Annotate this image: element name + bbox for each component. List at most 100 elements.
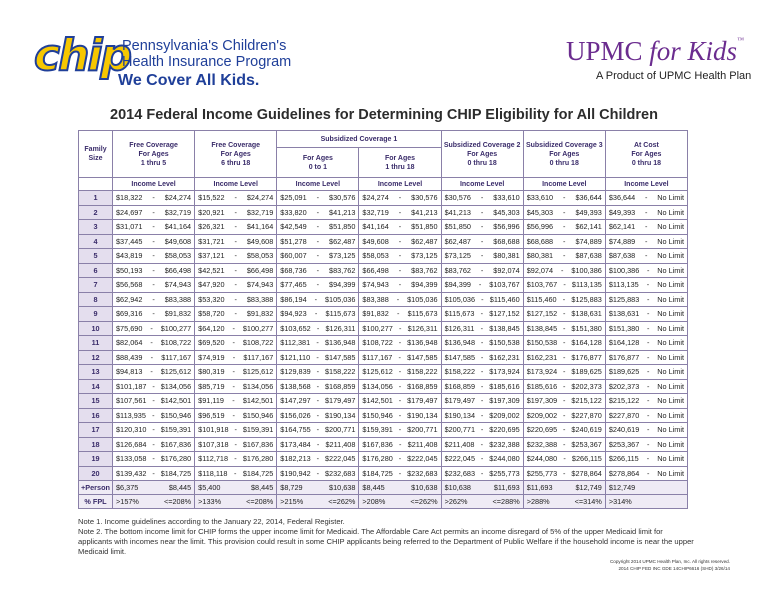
income-high: $142,501 [242, 396, 274, 406]
income-range: $6,375 $8,445 [114, 483, 194, 492]
income-cell: $94,399- $103,767 [440, 277, 524, 293]
separator: - [480, 251, 484, 261]
separator: - [480, 309, 484, 319]
separator: - [152, 265, 155, 275]
income-low: $62,942 [116, 294, 143, 304]
income-low: $66,498 [362, 265, 389, 275]
income-cell: $164,755- $200,771 [276, 422, 360, 438]
income-high: $227,870 [571, 410, 602, 420]
income-range: $73,125- $80,381 [442, 251, 522, 261]
income-cell: $49,608- $62,487 [358, 233, 442, 249]
income-cell: $176,280- $222,045 [358, 451, 442, 467]
income-range: $51,278- $62,487 [278, 236, 358, 246]
income-cell: $133,058- $176,280 [111, 451, 196, 467]
income-low: $18,322 [116, 193, 143, 203]
separator: - [480, 222, 484, 232]
income-cell: $47,920- $74,943 [194, 277, 278, 293]
income-range: $25,091- $30,576 [278, 193, 358, 203]
income-cell: $56,568- $74,943 [111, 277, 196, 293]
income-high: $30,576 [329, 193, 356, 203]
org-name: Pennsylvania's Children's Health Insuranc… [122, 38, 291, 70]
income-range: $151,380- No Limit [606, 323, 686, 333]
income-low: $101,918 [198, 425, 229, 435]
income-range: $82,064- $108,722 [114, 338, 194, 348]
income-cell: $69,520- $108,722 [194, 335, 278, 351]
income-cell: $129,839- $158,222 [276, 364, 360, 380]
separator: - [398, 338, 402, 348]
income-cell: $91,119- $142,501 [194, 393, 278, 409]
income-range: $37,121- $58,053 [196, 251, 276, 260]
income-level: Income Level [194, 177, 278, 191]
income-cell: $80,381- $87,638 [522, 248, 606, 264]
income-cell: $108,722- $136,948 [358, 335, 442, 351]
income-low: $278,864 [608, 468, 640, 478]
income-range: $255,773- $278,864 [524, 469, 604, 478]
separator: - [645, 207, 648, 217]
income-low: $91,119 [198, 396, 224, 406]
income-cell: $77,465- $94,399 [276, 277, 360, 293]
column-title: Free Coverage [129, 141, 178, 149]
income-cell: >208% <=262% [358, 494, 442, 509]
income-high: $91,832 [246, 309, 274, 319]
income-high: $115,460 [489, 294, 520, 304]
income-cell: $168,859- $185,616 [440, 378, 524, 394]
income-cell: $94,923- $115,673 [276, 306, 360, 322]
separator: - [150, 338, 153, 348]
income-cell: $125,612- $158,222 [358, 364, 442, 380]
income-high: $240,619 [571, 425, 602, 435]
income-cell: $10,638 $11,693 [440, 480, 524, 495]
income-cell: $25,091- $30,576 [276, 190, 360, 206]
income-range: $215,122- No Limit [606, 396, 686, 405]
separator: - [398, 222, 402, 232]
income-low: $185,616 [526, 381, 558, 391]
income-range: $62,141- No Limit [606, 222, 686, 231]
income-low: $151,380 [608, 323, 640, 333]
income-range: >133% <=208% [196, 497, 276, 506]
income-range: $11,693 $12,749 [524, 483, 604, 492]
income-level: Income Level [111, 177, 196, 191]
income-low: $103,767 [526, 280, 558, 290]
income-cell: $103,652- $126,311 [276, 320, 360, 336]
separator: - [234, 222, 237, 232]
income-low: $147,297 [280, 396, 311, 406]
income-range: $103,767- $113,135 [524, 280, 604, 290]
income-low: $108,722 [362, 338, 393, 348]
separator: - [563, 396, 566, 406]
income-cell: $37,445- $49,608 [111, 233, 196, 249]
column-header: At Cost For Ages 0 thru 18 [604, 130, 689, 178]
income-range: >215% <=262% [278, 497, 358, 506]
separator: - [647, 352, 650, 362]
separator: - [152, 251, 155, 261]
row-label: 14 [78, 378, 113, 394]
column-for: For Ages [467, 150, 498, 158]
row-label: 13 [78, 364, 113, 380]
separator: - [314, 294, 318, 304]
income-low: $80,319 [198, 367, 225, 377]
income-low: $134,056 [362, 381, 393, 391]
income-high: $30,576 [411, 193, 438, 203]
income-range: $266,115- No Limit [606, 454, 686, 463]
income-cell: $74,919- $117,167 [194, 349, 278, 365]
row-label: 4 [78, 233, 113, 249]
income-cell: $115,673- $127,152 [440, 306, 524, 322]
separator: - [398, 251, 402, 261]
income-cell: $24,697- $32,719 [111, 204, 196, 220]
separator: - [316, 251, 320, 261]
income-high: $211,408 [325, 439, 356, 449]
income-range: $47,920- $74,943 [196, 280, 276, 289]
income-cell: $190,134- $209,002 [440, 407, 524, 423]
income-cell: $147,297- $179,497 [276, 393, 360, 409]
income-range: $176,280- $222,045 [360, 454, 440, 463]
income-row: Income Level Income Level Income Level Inco… [78, 177, 689, 191]
income-range: $176,877- No Limit [606, 352, 686, 362]
income-range: $58,720- $91,832 [196, 309, 276, 319]
separator: - [232, 323, 235, 333]
income-high: $100,277 [242, 323, 274, 333]
separator: - [152, 294, 155, 304]
income-high: $136,948 [324, 338, 356, 348]
separator: - [563, 425, 566, 435]
separator: - [316, 236, 320, 246]
income-range: $33,610- $36,644 [524, 193, 604, 202]
income-low: $211,408 [444, 439, 475, 449]
income-cell: $69,316- $91,832 [111, 306, 196, 322]
